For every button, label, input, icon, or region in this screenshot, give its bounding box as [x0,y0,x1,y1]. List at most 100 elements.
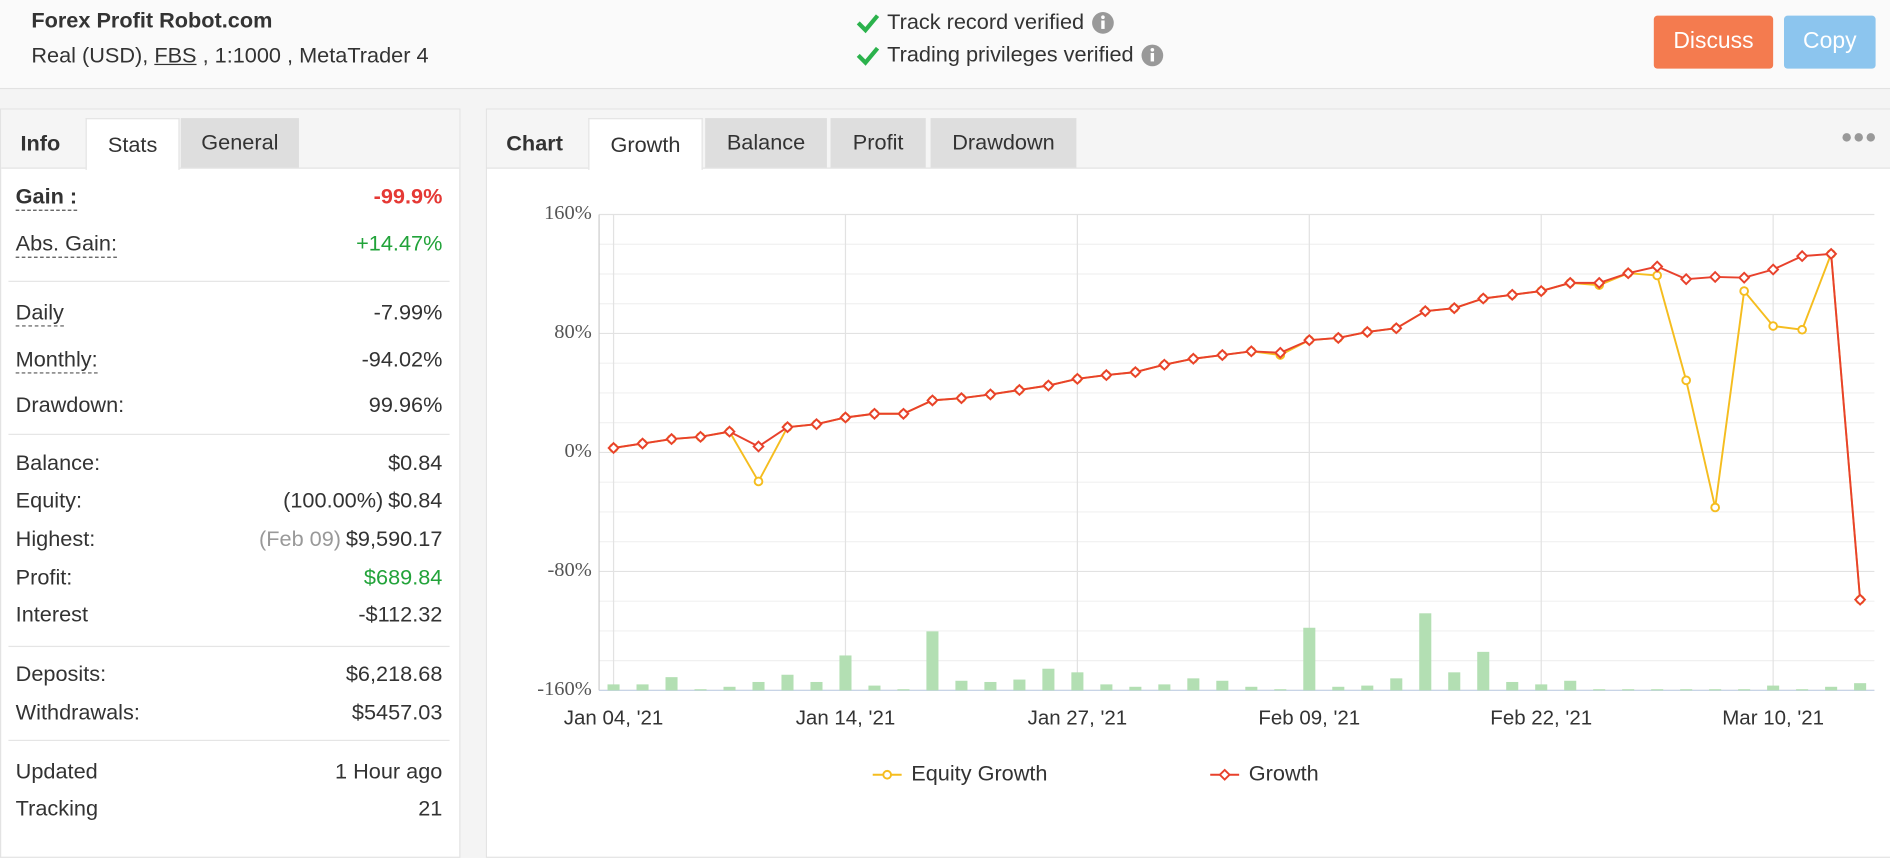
stat-value: $6,218.68 [345,661,443,686]
point-marker [723,425,736,438]
verification: Trading privileges verified [856,42,1165,67]
point-marker [1708,270,1722,284]
point-marker [694,430,707,444]
volume-bar [897,689,910,691]
stat-row: Balance: $0.84 [16,451,443,476]
stat-value: $5457.03 [351,700,443,725]
tab[interactable]: Stats [85,118,180,170]
tab[interactable]: General [180,118,299,168]
point-marker [1390,322,1403,335]
point-marker [1739,286,1749,296]
stat-value: -$112.32 [358,602,443,627]
volume-bar [636,684,649,691]
y-tick-label: 160% [544,202,592,224]
volume-bar [839,655,852,691]
verification: Track record verified [856,10,1116,35]
stat-value: -94.02% [361,347,443,372]
menu-icon[interactable] [1842,131,1876,143]
point-marker [607,441,620,455]
account-info: Real (USD), FBS , 1:1000 , MetaTrader 4 [31,43,428,68]
point-marker [636,437,649,450]
volume-bar [1477,651,1490,691]
separator [8,433,450,435]
copy-button[interactable]: Copy [1783,15,1876,69]
point-marker [1768,321,1778,331]
check-icon [856,13,880,33]
stat-label: Gain : [15,184,78,211]
volume-bar [1187,678,1200,691]
point-marker [955,391,968,405]
point-marker [1824,247,1838,261]
tab[interactable]: Info [20,130,61,155]
stat-row: Deposits: $6,218.68 [16,661,443,686]
point-marker [1710,502,1720,513]
volume-bar [1390,678,1403,691]
volume-bar [1593,689,1606,691]
volume-bar [1854,683,1867,691]
volume-bar [955,680,968,691]
volume-bar [1651,689,1664,691]
point-marker [882,769,892,780]
point-marker [753,476,764,487]
point-marker [781,420,794,434]
tab[interactable]: Profit [830,118,926,168]
volume-bar [723,686,736,691]
stat-label: Drawdown: [15,392,125,417]
volume-bar [1129,686,1142,691]
stat-label: Updated [15,759,98,784]
system-title: Forex Profit Robot.com [31,8,273,33]
volume-bar [1535,684,1548,691]
stat-value: 1 Hour ago [335,759,443,784]
info-icon[interactable] [1141,43,1165,67]
stat-row: Drawdown: 99.96% [16,393,443,418]
point-marker [1797,324,1807,335]
volume-bar [1332,686,1345,691]
separator [8,645,450,648]
stat-label: Withdrawals: [15,700,140,725]
point-marker [868,407,881,420]
tab[interactable]: Balance [705,118,827,168]
point-marker [1795,249,1809,263]
volume-bar [1680,689,1693,691]
volume-bar [665,677,678,691]
stat-value: $0.84 [388,487,443,513]
point-marker [1506,288,1519,301]
point-marker [1766,263,1780,276]
stat-label: Balance: [15,450,101,475]
tab[interactable]: Growth [588,118,703,170]
separator [8,739,450,742]
point-marker [1448,301,1461,315]
tab: Chart [506,130,563,155]
account-suffix: , 1:1000 , MetaTrader 4 [202,43,429,68]
stat-label: Daily [15,300,64,327]
point-marker [1100,368,1113,382]
legend-label: Equity Growth [911,760,1047,785]
point-marker [1216,348,1229,362]
stat-row: Profit: $689.84 [16,565,443,590]
info-icon[interactable] [1091,10,1115,34]
volume-bar [1448,672,1461,691]
stat-label: Abs. Gain: [15,231,117,258]
stat-label: Equity: [15,487,83,513]
broker-link[interactable]: FBS [154,43,197,68]
point-marker [897,407,910,420]
point-marker [1332,331,1345,345]
point-marker [1853,593,1867,606]
volume-bar [1013,679,1026,691]
account-prefix: Real (USD), [31,43,149,68]
volume-bar [1506,681,1519,691]
point-marker [1013,383,1026,397]
point-marker [1564,276,1577,290]
verification-text: Track record verified [887,9,1085,34]
y-tick-label: -80% [547,559,591,581]
discuss-button[interactable]: Discuss [1653,15,1774,69]
stat-row: Withdrawals: $5457.03 [16,700,443,725]
volume-bar [810,681,823,691]
x-tick-label: Mar 10, '21 [1722,707,1824,730]
tab[interactable]: Drawdown [930,118,1077,168]
separator [8,280,450,282]
volume-bar [1245,686,1258,691]
point-marker [1361,325,1374,339]
point-marker [752,440,765,453]
stat-value: -7.99% [373,300,443,325]
